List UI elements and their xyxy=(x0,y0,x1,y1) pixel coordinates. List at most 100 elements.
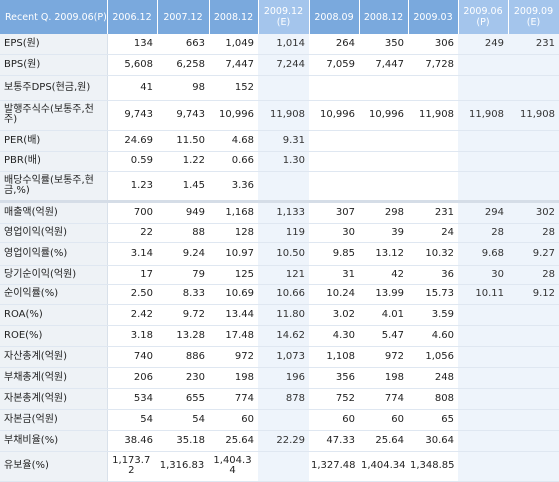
value-cell: 1,073 xyxy=(258,346,309,368)
value-cell: 134 xyxy=(107,34,157,55)
value-cell: 17 xyxy=(107,265,157,285)
value-cell xyxy=(309,151,359,172)
value-cell xyxy=(258,409,309,431)
value-cell: 3.14 xyxy=(107,242,157,266)
row-label: 자본금(억원) xyxy=(0,409,108,431)
table-row: PER(배) 24.69 11.50 4.68 9.31 xyxy=(0,130,559,152)
table-row: 부채총계(억원) 206 230 198 196 356 198 248 xyxy=(0,367,559,389)
value-cell: 13.44 xyxy=(209,304,258,326)
value-cell xyxy=(508,54,559,76)
value-cell: 79 xyxy=(157,265,209,285)
value-cell: 9.27 xyxy=(508,242,559,266)
value-cell: 11,908 xyxy=(408,100,458,131)
row-label: ROE(%) xyxy=(0,325,108,347)
value-cell xyxy=(458,346,508,368)
value-cell xyxy=(508,451,559,482)
value-cell xyxy=(508,75,559,101)
value-cell: 5.47 xyxy=(359,325,408,347)
value-cell: 206 xyxy=(107,367,157,389)
value-cell: 1.45 xyxy=(157,171,209,202)
value-cell: 11,908 xyxy=(258,100,309,131)
value-cell: 9.72 xyxy=(157,304,209,326)
value-cell: 10.97 xyxy=(209,242,258,266)
value-cell: 41 xyxy=(107,75,157,101)
value-cell: 28 xyxy=(458,223,508,243)
row-label: 영업이익(억원) xyxy=(0,223,108,243)
value-cell: 17.48 xyxy=(209,325,258,347)
table-row: 유보율(%) 1,173.72 1,316.83 1,404.34 1,327.48 1,… xyxy=(0,451,559,482)
value-cell: 39 xyxy=(359,223,408,243)
value-cell: 230 xyxy=(157,367,209,389)
value-cell: 700 xyxy=(107,199,157,224)
value-cell xyxy=(359,171,408,202)
value-cell: 302 xyxy=(508,199,559,224)
value-cell xyxy=(408,151,458,172)
value-cell: 9,743 xyxy=(107,100,157,131)
value-cell: 7,728 xyxy=(408,54,458,76)
table-body: EPS(원) 134 663 1,049 1,014 264 350 306 249 231 BPS… xyxy=(0,34,559,482)
value-cell: 65 xyxy=(408,409,458,431)
value-cell: 128 xyxy=(209,223,258,243)
value-cell: 774 xyxy=(209,388,258,410)
value-cell: 1,056 xyxy=(408,346,458,368)
value-cell: 1,173.72 xyxy=(107,451,157,482)
value-cell xyxy=(408,171,458,202)
table-row: 자산총계(억원) 740 886 972 1,073 1,108 972 1,056 xyxy=(0,346,559,368)
value-cell: 10.69 xyxy=(209,284,258,305)
value-cell: 9.85 xyxy=(309,242,359,266)
value-cell: 125 xyxy=(209,265,258,285)
value-cell: 972 xyxy=(209,346,258,368)
value-cell: 35.18 xyxy=(157,430,209,452)
value-cell: 1.22 xyxy=(157,151,209,172)
value-cell: 198 xyxy=(209,367,258,389)
header-row: Recent Q. 2009.06(P) 2006.12 2007.12 2008.1… xyxy=(0,0,559,34)
value-cell: 3.59 xyxy=(408,304,458,326)
value-cell: 294 xyxy=(458,199,508,224)
value-cell: 10.32 xyxy=(408,242,458,266)
value-cell: 24.69 xyxy=(107,130,157,152)
value-cell xyxy=(508,130,559,152)
value-cell: 60 xyxy=(359,409,408,431)
value-cell: 752 xyxy=(309,388,359,410)
value-cell: 10.50 xyxy=(258,242,309,266)
table-row: PBR(배) 0.59 1.22 0.66 1.30 xyxy=(0,151,559,172)
value-cell: 298 xyxy=(359,199,408,224)
value-cell xyxy=(508,151,559,172)
value-cell: 9.12 xyxy=(508,284,559,305)
row-label: 보통주DPS(현금,원) xyxy=(0,75,108,101)
value-cell: 10,996 xyxy=(309,100,359,131)
value-cell xyxy=(359,130,408,152)
value-cell: 350 xyxy=(359,34,408,55)
row-label: 부채총계(억원) xyxy=(0,367,108,389)
header-period-cell: 2009.03 xyxy=(408,0,459,34)
value-cell: 47.33 xyxy=(309,430,359,452)
row-label: BPS(원) xyxy=(0,54,108,76)
value-cell: 9,743 xyxy=(157,100,209,131)
value-cell: 1,316.83 xyxy=(157,451,209,482)
value-cell: 152 xyxy=(209,75,258,101)
header-period-cell: 2006.12 xyxy=(107,0,158,34)
value-cell xyxy=(508,430,559,452)
value-cell: 30 xyxy=(309,223,359,243)
value-cell: 5,608 xyxy=(107,54,157,76)
row-label: 발행주식수(보통주,천주) xyxy=(0,100,108,131)
value-cell: 7,059 xyxy=(309,54,359,76)
header-period-cell: 2008.12 xyxy=(209,0,259,34)
value-cell: 7,447 xyxy=(209,54,258,76)
value-cell xyxy=(309,75,359,101)
value-cell: 7,447 xyxy=(359,54,408,76)
table-row: ROE(%) 3.18 13.28 17.48 14.62 4.30 5.47 4.60 xyxy=(0,325,559,347)
header-period-cell: 2009.06 (P) xyxy=(458,0,509,34)
value-cell: 0.66 xyxy=(209,151,258,172)
value-cell: 198 xyxy=(359,367,408,389)
value-cell: 24 xyxy=(408,223,458,243)
table-row: 순이익률(%) 2.50 8.33 10.69 10.66 10.24 13.99 15.73… xyxy=(0,284,559,305)
table-row: BPS(원) 5,608 6,258 7,447 7,244 7,059 7,447 7,72… xyxy=(0,54,559,76)
value-cell: 9.31 xyxy=(258,130,309,152)
value-cell: 4.60 xyxy=(408,325,458,347)
value-cell: 15.73 xyxy=(408,284,458,305)
value-cell: 10.11 xyxy=(458,284,508,305)
value-cell xyxy=(508,171,559,202)
value-cell: 9.24 xyxy=(157,242,209,266)
